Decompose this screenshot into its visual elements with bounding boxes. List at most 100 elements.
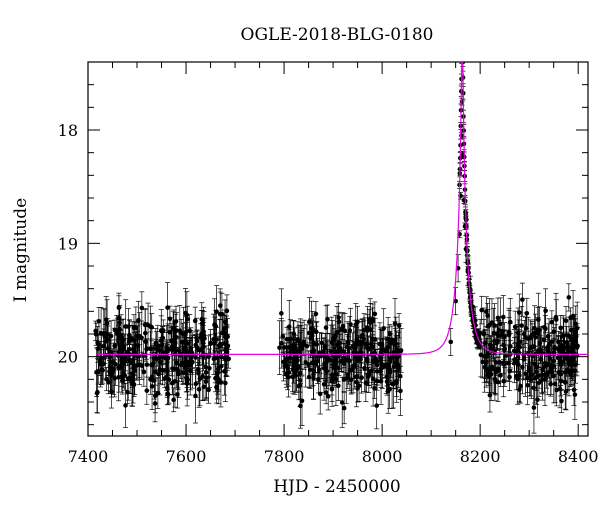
data-point [165, 305, 170, 310]
data-point [459, 133, 464, 138]
data-point [112, 343, 117, 349]
data-point [304, 343, 310, 349]
observation [171, 309, 177, 347]
data-point [129, 371, 135, 376]
observation [107, 332, 113, 382]
data-point [568, 349, 574, 354]
data-point [572, 392, 578, 397]
data-point [159, 343, 164, 348]
data-point [512, 348, 517, 354]
data-point [320, 349, 326, 355]
data-point [393, 341, 399, 347]
data-point [294, 359, 300, 364]
data-point [512, 324, 518, 330]
observation [94, 370, 100, 414]
data-point [551, 350, 557, 355]
observation [568, 338, 574, 365]
observation [283, 346, 289, 385]
data-point [369, 368, 374, 374]
observation [310, 315, 316, 344]
data-point [519, 323, 525, 328]
observation [502, 322, 508, 351]
observation [169, 323, 175, 377]
data-point [524, 310, 530, 316]
data-point [325, 357, 331, 363]
data-point [222, 319, 228, 325]
observation [112, 359, 118, 398]
observation [339, 377, 345, 428]
observation [560, 335, 566, 364]
data-point [108, 333, 114, 339]
data-point [341, 405, 347, 411]
observation [178, 318, 184, 347]
observation [100, 356, 106, 385]
data-point [323, 325, 329, 330]
data-point [183, 310, 188, 316]
observation [277, 320, 283, 375]
data-point [531, 385, 537, 391]
observation [531, 362, 537, 414]
observation [487, 356, 493, 385]
event-observation [460, 41, 465, 48]
data-point [290, 367, 296, 373]
data-point [180, 339, 185, 345]
data-point [358, 357, 363, 362]
observation [208, 329, 214, 358]
observation [142, 308, 148, 342]
observation [323, 381, 329, 405]
data-point [185, 316, 190, 322]
data-point [553, 314, 559, 320]
observation [546, 350, 552, 379]
data-point [385, 344, 391, 350]
data-point [173, 366, 179, 372]
observation [393, 330, 399, 373]
data-point [448, 339, 454, 345]
data-point [121, 346, 126, 351]
observation [192, 368, 198, 424]
data-point [125, 376, 131, 381]
data-point [507, 344, 513, 349]
event-observation [460, 43, 465, 56]
observation [453, 287, 459, 316]
observation [379, 330, 385, 359]
data-point [501, 314, 506, 320]
observation [382, 352, 388, 378]
observation [343, 353, 349, 404]
data-point [224, 308, 230, 314]
y-tick-label: 19 [58, 234, 78, 253]
data-point [279, 311, 284, 316]
observation [123, 382, 129, 428]
data-point [116, 374, 121, 380]
observation [497, 348, 503, 377]
data-point [345, 339, 351, 345]
data-point [203, 364, 208, 370]
data-point [296, 383, 302, 389]
data-point [568, 315, 573, 320]
data-point [164, 374, 169, 380]
data-point [183, 361, 189, 366]
data-point [350, 344, 356, 349]
data-point [398, 348, 404, 353]
observation [341, 392, 347, 425]
data-point [223, 380, 228, 386]
data-point [545, 344, 550, 350]
data-point [381, 326, 386, 331]
data-point [460, 47, 465, 52]
data-point [194, 338, 200, 344]
observation [206, 376, 212, 404]
data-point [394, 355, 400, 361]
observation [198, 323, 204, 352]
data-point [284, 336, 290, 342]
data-point [190, 359, 195, 365]
data-point [478, 352, 484, 358]
data-point [566, 295, 572, 300]
chart-title: OGLE-2018-BLG-0180 [241, 25, 434, 45]
observation [521, 320, 527, 348]
data-point [549, 319, 555, 325]
observation [515, 332, 521, 358]
data-point [213, 375, 218, 381]
observation [295, 321, 301, 358]
data-point [337, 345, 343, 351]
data-point [521, 356, 527, 362]
